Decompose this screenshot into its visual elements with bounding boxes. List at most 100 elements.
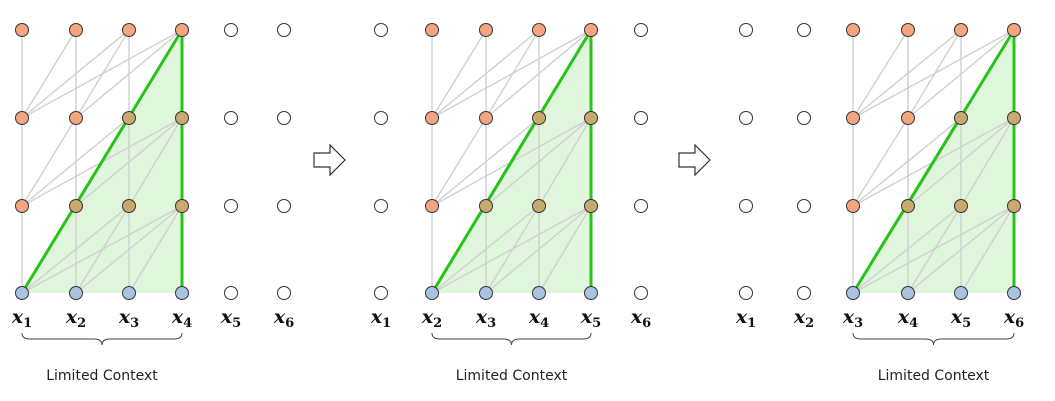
token-label: x6 xyxy=(273,306,294,331)
hidden-node xyxy=(797,23,811,37)
token-label: x1 xyxy=(11,306,32,331)
next-step-arrow-icon xyxy=(678,143,711,177)
input-node xyxy=(479,286,493,300)
context-brace xyxy=(852,332,1015,346)
hidden-node xyxy=(797,199,811,213)
input-node xyxy=(954,286,968,300)
attention-edge xyxy=(485,205,592,294)
hidden-node xyxy=(584,199,598,213)
hidden-node xyxy=(739,23,753,37)
hidden-node xyxy=(901,111,915,125)
attention-edge xyxy=(852,29,1015,119)
token-label: x4 xyxy=(528,306,549,331)
nodes xyxy=(739,23,1021,300)
hidden-node xyxy=(797,111,811,125)
hidden-node xyxy=(846,199,860,213)
token-label: x4 xyxy=(171,306,192,331)
diagonal-path xyxy=(851,29,1016,294)
attention-edge xyxy=(21,29,130,119)
hidden-node xyxy=(15,23,29,37)
hidden-node xyxy=(425,111,439,125)
attention-edge xyxy=(852,29,909,119)
token-label: x3 xyxy=(842,306,863,331)
receptive-field-path xyxy=(851,29,1016,294)
attention-edge xyxy=(431,205,540,294)
token-label: x5 xyxy=(220,306,241,331)
token-label: x6 xyxy=(630,306,651,331)
attention-edge xyxy=(852,117,962,207)
token-label: x2 xyxy=(793,306,814,331)
token-labels: x1 x2 x3 x4 x5 x6 xyxy=(11,306,294,331)
attention-edge xyxy=(852,117,909,207)
diagonal-path xyxy=(20,29,184,294)
hidden-node xyxy=(479,199,493,213)
context-label: Limited Context xyxy=(46,368,158,384)
attention-edge xyxy=(21,117,130,207)
receptive-field-path xyxy=(20,29,184,294)
token-label: x3 xyxy=(118,306,139,331)
hidden-node xyxy=(224,111,238,125)
hidden-node xyxy=(901,199,915,213)
hidden-node xyxy=(634,23,648,37)
input-node xyxy=(797,286,811,300)
attention-edge xyxy=(75,117,183,207)
attention-edge xyxy=(485,29,592,119)
attention-edge xyxy=(75,29,183,119)
input-node xyxy=(846,286,860,300)
hidden-node xyxy=(374,199,388,213)
hidden-node xyxy=(122,199,136,213)
context-brace xyxy=(21,332,183,346)
hidden-node xyxy=(374,111,388,125)
token-label: x2 xyxy=(421,306,442,331)
token-label: x1 xyxy=(735,306,756,331)
token-label: x1 xyxy=(370,306,391,331)
hidden-node xyxy=(69,111,83,125)
token-label: x3 xyxy=(475,306,496,331)
token-label: x6 xyxy=(1003,306,1024,331)
attention-edge xyxy=(907,29,1015,119)
attention-edge xyxy=(21,29,183,119)
hidden-node xyxy=(15,111,29,125)
attention-edge xyxy=(128,205,183,294)
hidden-node xyxy=(739,111,753,125)
attention-edge xyxy=(907,117,1015,207)
context-label: Limited Context xyxy=(878,368,990,384)
input-node xyxy=(224,286,238,300)
attention-edge xyxy=(75,205,183,294)
context-label: Limited Context xyxy=(456,368,568,384)
input-node xyxy=(901,286,915,300)
attention-edge xyxy=(431,29,540,119)
hidden-node xyxy=(954,199,968,213)
input-node xyxy=(634,286,648,300)
attention-edge xyxy=(128,117,183,207)
hidden-node xyxy=(1007,199,1021,213)
attention-edge xyxy=(431,29,592,119)
attention-edge xyxy=(431,117,487,207)
hidden-node xyxy=(532,199,546,213)
panel-2: x1 x2 x3 x4 x5 x6 Limited Context xyxy=(370,23,651,384)
panel-3: x1 x2 x3 x4 x5 x6 Limited Context xyxy=(735,23,1024,384)
input-node xyxy=(122,286,136,300)
hidden-node xyxy=(954,23,968,37)
hidden-node xyxy=(224,23,238,37)
attention-edge xyxy=(538,117,592,207)
hidden-node xyxy=(634,199,648,213)
hidden-node xyxy=(175,23,189,37)
context-brace xyxy=(431,332,592,346)
receptive-field-path xyxy=(430,29,593,294)
token-labels: x1 x2 x3 x4 x5 x6 xyxy=(735,306,1024,331)
hidden-node xyxy=(846,111,860,125)
nodes xyxy=(15,23,291,300)
attention-edge xyxy=(21,29,77,119)
attention-edge xyxy=(21,117,77,207)
hidden-node xyxy=(634,111,648,125)
attention-edge xyxy=(852,29,962,119)
panel-1: x1 x2 x3 x4 x5 x6 Limited Context xyxy=(11,23,294,384)
input-node xyxy=(739,286,753,300)
hidden-node xyxy=(532,23,546,37)
hidden-node xyxy=(584,111,598,125)
hidden-node xyxy=(1007,23,1021,37)
hidden-node xyxy=(1007,111,1021,125)
attention-edge xyxy=(907,205,1015,294)
